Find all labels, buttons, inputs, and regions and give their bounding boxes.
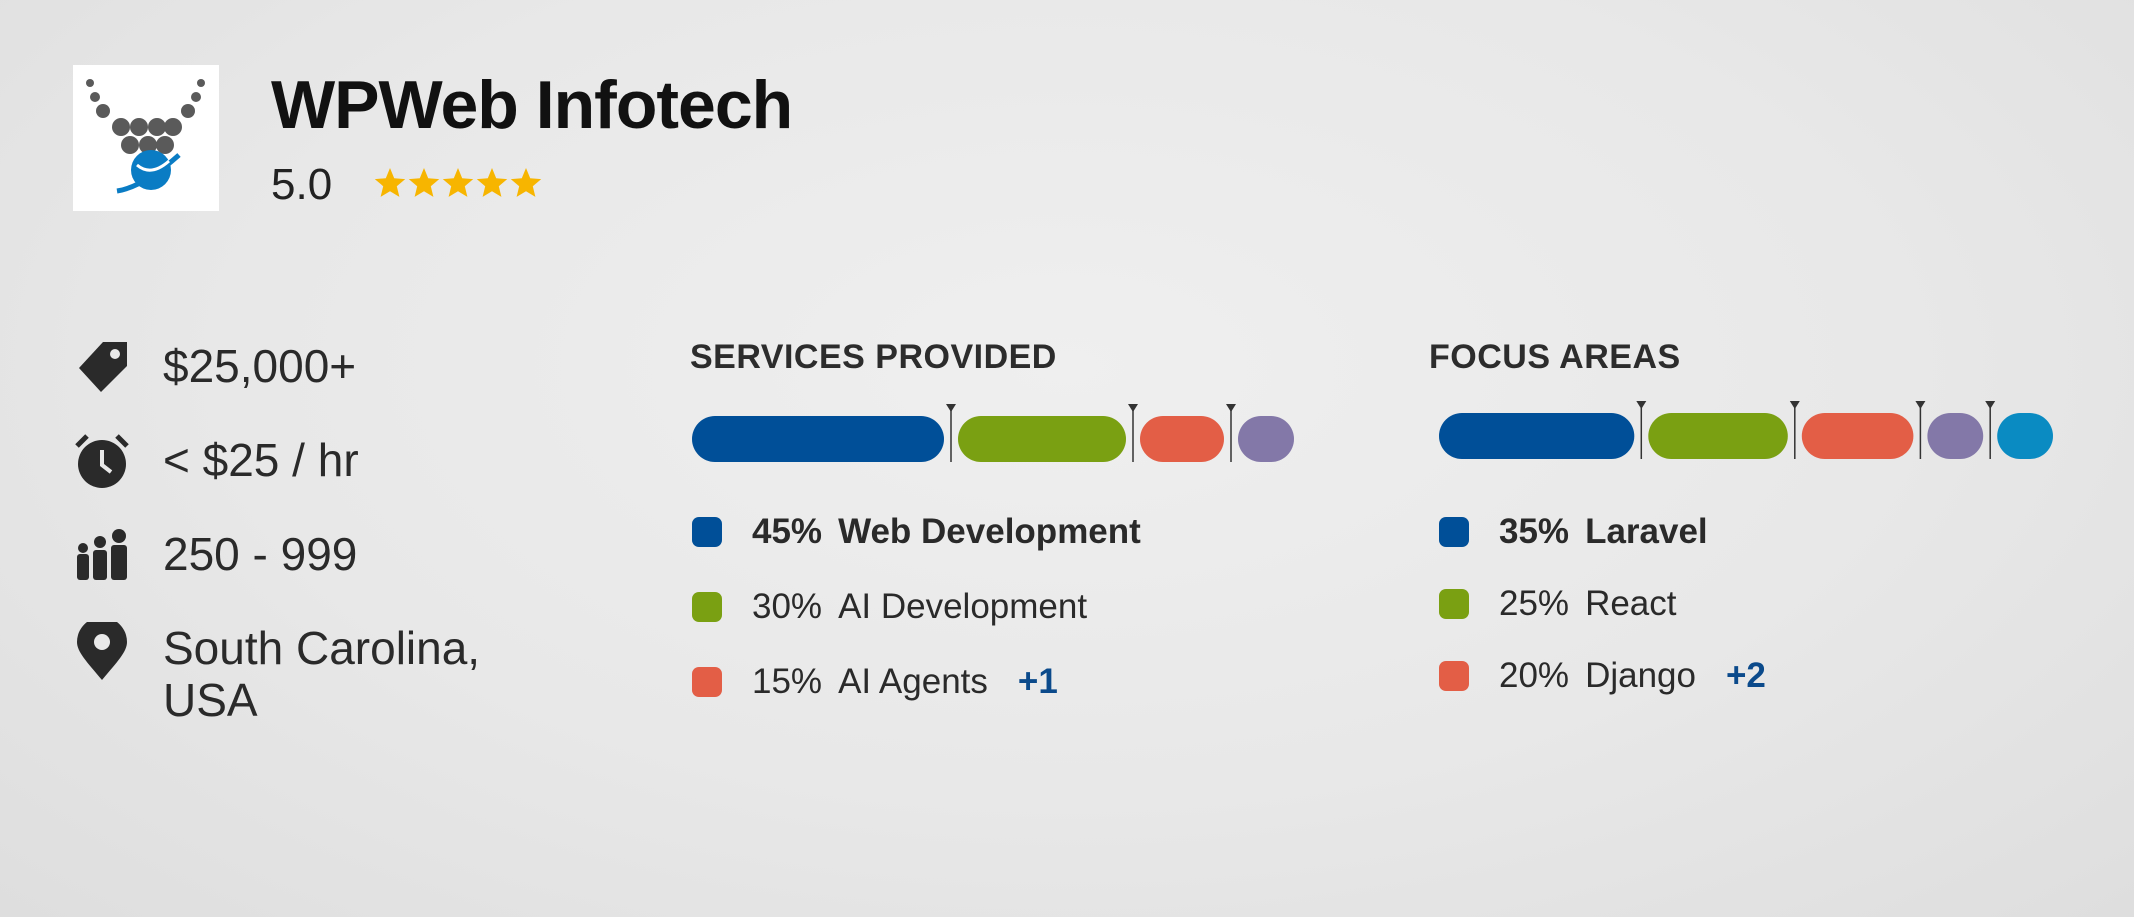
legend-swatch	[692, 592, 722, 622]
separator-marker	[1226, 404, 1236, 412]
separator-marker	[1128, 404, 1138, 412]
legend-swatch	[1439, 589, 1469, 619]
rate-icon	[75, 434, 129, 488]
legend-row: 45% Web Development	[692, 512, 1141, 552]
legend-percent: 45%	[752, 512, 823, 551]
bar-segment	[1238, 416, 1294, 462]
legend-swatch	[692, 517, 722, 547]
star	[408, 168, 440, 197]
legend-percent: 35%	[1499, 512, 1570, 551]
legend-percent: 15%	[752, 662, 823, 701]
legend-row: 15% AI Agents +1	[692, 662, 1058, 702]
more-count[interactable]: +1	[1017, 662, 1058, 701]
budget: $25,000+	[163, 340, 357, 392]
star	[374, 168, 406, 197]
bar-segment	[692, 416, 944, 462]
legend-row: 30% AI Development	[692, 587, 1087, 627]
segment-bar	[692, 404, 1294, 462]
legend-row: 25% React	[1439, 584, 1677, 624]
rating-value: 5.0	[271, 160, 333, 209]
bar-segment	[1801, 413, 1914, 459]
legend-swatch	[1439, 661, 1469, 691]
legend-label: React	[1585, 584, 1677, 623]
location: South Carolina, USA	[163, 622, 481, 726]
separator-marker	[1985, 401, 1996, 409]
company-logo	[73, 65, 219, 211]
star	[476, 168, 508, 197]
rating-stars	[374, 168, 542, 197]
separator-marker	[1915, 401, 1926, 409]
focus-title: FOCUS AREAS	[1429, 338, 1681, 376]
bar-segment	[958, 416, 1126, 462]
more-count[interactable]: +2	[1725, 656, 1766, 695]
legend-row: 35% Laravel	[1439, 512, 1708, 552]
star	[442, 168, 474, 197]
legend-label: Web Development	[838, 512, 1141, 551]
separator-marker	[1789, 401, 1800, 409]
employees-icon	[77, 529, 127, 580]
services-title: SERVICES PROVIDED	[690, 338, 1057, 376]
bar-segment	[1997, 413, 2053, 459]
bar-segment	[1648, 413, 1788, 459]
bar-segment	[1439, 413, 1635, 459]
location-icon	[77, 622, 127, 680]
legend-label: Django	[1585, 656, 1696, 695]
legend-swatch	[1439, 517, 1469, 547]
budget-icon	[79, 342, 127, 392]
star	[510, 168, 542, 197]
bar-segment	[1140, 416, 1224, 462]
separator-marker	[946, 404, 956, 412]
legend-swatch	[692, 667, 722, 697]
legend-label: AI Development	[838, 587, 1088, 626]
legend-label: AI Agents	[838, 662, 988, 701]
bar-segment	[1927, 413, 1984, 459]
legend-percent: 20%	[1499, 656, 1570, 695]
legend-percent: 25%	[1499, 584, 1570, 623]
company-name: WPWeb Infotech	[271, 67, 793, 143]
employees: 250 - 999	[163, 528, 358, 580]
separator-marker	[1636, 401, 1647, 409]
legend-percent: 30%	[752, 587, 823, 626]
legend-row: 20% Django +2	[1439, 656, 1766, 696]
hourly-rate: < $25 / hr	[163, 434, 359, 486]
segment-bar	[1439, 401, 2053, 459]
legend-label: Laravel	[1585, 512, 1708, 551]
